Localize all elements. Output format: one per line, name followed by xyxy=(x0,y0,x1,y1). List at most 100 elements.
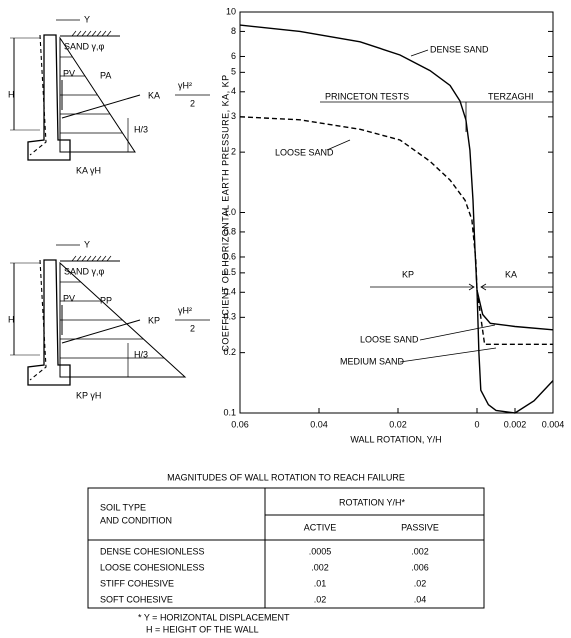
table-cell: LOOSE COHESIONLESS xyxy=(100,562,205,572)
curve xyxy=(239,24,478,291)
ground-hatch xyxy=(101,30,107,37)
table-header: PASSIVE xyxy=(401,522,439,532)
table-cell: .02 xyxy=(314,594,327,604)
annotation: LOOSE SAND xyxy=(360,334,419,344)
wall-rotated xyxy=(29,34,47,156)
table-header: AND CONDITION xyxy=(100,515,172,525)
y-tick-label: 0.1 xyxy=(223,407,236,417)
curve xyxy=(476,289,554,331)
table-header: ROTATION Y/H* xyxy=(339,497,406,507)
diagram-label: 2 xyxy=(190,323,195,333)
force-arrow xyxy=(61,94,141,119)
table-cell: STIFF COHESIVE xyxy=(100,578,174,588)
annotation: KA xyxy=(505,269,517,279)
ground-hatch xyxy=(86,255,92,262)
ground-hatch xyxy=(76,30,82,37)
table-cell: DENSE COHESIONLESS xyxy=(100,546,205,556)
table-frame xyxy=(87,487,485,609)
table-header: SOIL TYPE xyxy=(100,502,146,512)
annotation: DENSE SAND xyxy=(430,44,489,54)
ground-hatch xyxy=(86,30,92,37)
annotation: KP xyxy=(402,269,414,279)
y-tick-label: 6 xyxy=(231,51,236,61)
wall xyxy=(27,259,71,386)
ground-hatch xyxy=(91,255,97,262)
plot-frame xyxy=(239,11,554,414)
annotation: LOOSE SAND xyxy=(275,147,334,157)
y-tick-label: 3 xyxy=(231,111,236,121)
arrow xyxy=(468,283,475,291)
x-tick-label: 0.02 xyxy=(389,419,407,429)
y-tick-label: 4 xyxy=(231,86,236,96)
y-tick-label: 1.0 xyxy=(223,207,236,217)
x-tick-label: 0.002 xyxy=(504,419,527,429)
table-title: MAGNITUDES OF WALL ROTATION TO REACH FAI… xyxy=(167,472,405,482)
table-note: H = HEIGHT OF THE WALL xyxy=(146,624,259,634)
table-cell: .0005 xyxy=(309,546,332,556)
leader-line xyxy=(326,139,351,151)
ground-hatch xyxy=(81,30,87,37)
y-tick-label: 2 xyxy=(231,147,236,157)
diagram-label: KP γH xyxy=(76,390,101,400)
diagram-label: γH² xyxy=(178,80,192,90)
y-tick-label: 0.6 xyxy=(223,251,236,261)
diagram-label: 2 xyxy=(190,98,195,108)
diagram-label: Y xyxy=(84,239,90,249)
wall-rotated xyxy=(29,259,47,381)
leader-line xyxy=(419,324,496,341)
curve xyxy=(476,290,553,345)
diagram-label: PV xyxy=(63,68,75,78)
curve xyxy=(476,290,554,414)
ground-hatch xyxy=(71,30,77,37)
diagram-label: KA γH xyxy=(76,165,101,175)
wall-diagram: Y SAND γ,φ H PV PA KA γH² 2 H/3 KA γH xyxy=(8,14,210,175)
diagram-label: KP xyxy=(148,315,160,325)
diagram-label: γH² xyxy=(178,305,192,315)
x-tick-label: 0.004 xyxy=(542,419,565,429)
x-tick-label: 0.06 xyxy=(231,419,249,429)
diagram-label: PP xyxy=(100,295,112,305)
ground-hatch xyxy=(96,30,102,37)
diagram-label: H xyxy=(8,314,15,324)
y-tick-label: 0.4 xyxy=(223,287,236,297)
ground-hatch xyxy=(96,255,102,262)
arrow xyxy=(480,283,487,291)
table-cell: .006 xyxy=(411,562,429,572)
x-tick-label: 0 xyxy=(474,419,479,429)
annotation: PRINCETON TESTS xyxy=(325,91,409,101)
diagram-label: H xyxy=(8,89,15,99)
ground-hatch xyxy=(101,255,107,262)
ground-hatch xyxy=(81,255,87,262)
leader-line xyxy=(399,347,497,363)
y-tick-label: 5 xyxy=(231,67,236,77)
wall xyxy=(27,34,71,161)
force-arrow xyxy=(61,319,141,344)
y-tick-label: 0.8 xyxy=(223,226,236,236)
table-note: * Y = HORIZONTAL DISPLACEMENT xyxy=(138,612,290,622)
diagram-label: PA xyxy=(100,70,111,80)
table-cell: .04 xyxy=(414,594,427,604)
ground-hatch xyxy=(91,30,97,37)
y-tick-label: 0.2 xyxy=(223,347,236,357)
diagram-label: SAND γ,φ xyxy=(64,41,105,51)
wall-diagram: Y SAND γ,φ H PV PP KP γH² 2 H/3 KP γH xyxy=(8,239,210,400)
y-tick-label: 10 xyxy=(226,6,236,16)
ground-hatch xyxy=(106,30,112,37)
annotation: TERZAGHI xyxy=(488,91,534,101)
ground-hatch xyxy=(76,255,82,262)
diagram-label: H/3 xyxy=(134,349,148,359)
x-tick-label: 0.04 xyxy=(310,419,328,429)
ground-hatch xyxy=(71,255,77,262)
leader-line xyxy=(410,49,429,57)
table-cell: .002 xyxy=(311,562,329,572)
diagram-label: SAND γ,φ xyxy=(64,266,105,276)
table-cell: .01 xyxy=(314,578,327,588)
y-axis-label: COEFFICIENT OF HORIZONTAL EARTH PRESSURE… xyxy=(220,74,230,351)
diagram-label: KA xyxy=(148,90,160,100)
curve xyxy=(239,116,478,291)
y-tick-label: 0.5 xyxy=(223,267,236,277)
diagram-label: Y xyxy=(84,14,90,24)
table-header: ACTIVE xyxy=(304,522,337,532)
ground-hatch xyxy=(106,255,112,262)
